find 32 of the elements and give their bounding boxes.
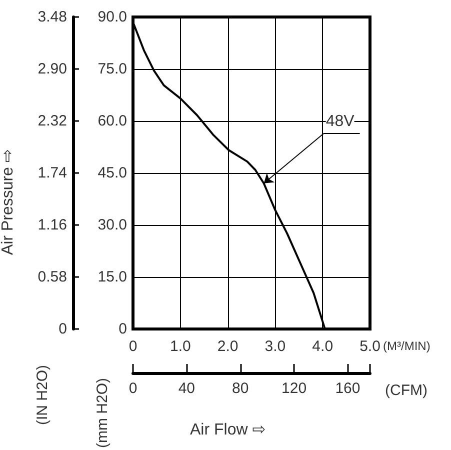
y2-tick-label: 1.74 [38,164,67,182]
x2-tick-label: 0 [128,380,138,397]
x2-tick-label: 160 [335,380,360,397]
annotation: 48V [326,112,355,130]
x2-tick-label: 40 [178,380,196,397]
y2-tick-label: 1.16 [38,216,67,234]
x-tick-label: 5.0 [360,338,380,355]
x-tick-label: 3.0 [264,338,286,355]
y2-tick-label: 3.48 [38,8,67,26]
y-axis-title: (mm H2O) [94,378,111,448]
x-tick-label: 1.0 [170,338,191,355]
y-tick-label: 60.0 [98,112,127,130]
y-tick-label: 75.0 [98,60,127,78]
y2-axis-title: (IN H2O) [34,364,51,425]
y2-tick-label: 0.58 [38,268,67,286]
x2-tick-label: 80 [232,380,249,397]
x-axis-title: (M³/MIN) [383,339,430,353]
text: Air Pressure ⇨ [0,149,16,255]
text: Air Flow ⇨ [190,422,266,438]
y-tick-label: 30.0 [98,216,127,234]
x-tick-label: 2.0 [217,338,238,355]
y-tick-label: 90.0 [98,8,127,26]
x2-tick-label: 120 [282,380,307,397]
y2-tick-label: 2.32 [38,112,67,130]
x-tick-label: 0 [128,338,138,355]
x-tick-label: 4.0 [312,338,334,355]
y-tick-label: 0 [118,320,127,338]
y2-tick-label: 2.90 [38,60,67,78]
x2-axis-title: (CFM) [385,382,428,399]
y2-tick-label: 0 [58,320,67,338]
y-tick-label: 45.0 [98,164,127,182]
y-tick-label: 15.0 [98,268,127,286]
